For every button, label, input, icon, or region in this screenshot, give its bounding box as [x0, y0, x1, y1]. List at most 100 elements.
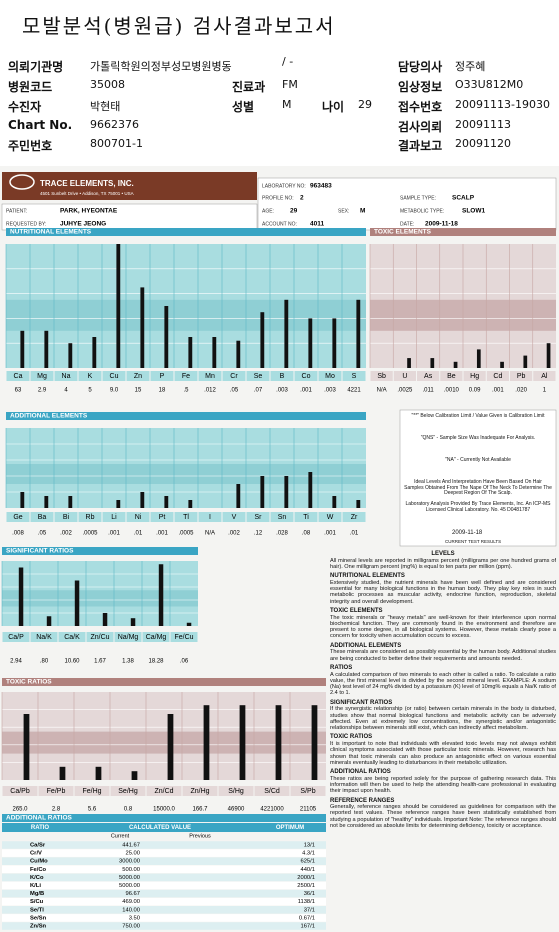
- ratio-optimum: 440/1: [300, 867, 315, 873]
- field-value: 20091113: [455, 118, 511, 131]
- result-value: 1.38: [122, 659, 134, 665]
- bar: [275, 705, 282, 780]
- element-label: Sr: [255, 514, 263, 521]
- result-value: .002: [60, 531, 72, 537]
- bar: [59, 766, 66, 780]
- lab-name: TRACE ELEMENTS, INC.: [40, 179, 134, 188]
- ratio-name: K/Li: [30, 883, 41, 889]
- lab-address: 4501 Sunbelt Drive • Addison, TX 75001 •…: [40, 191, 134, 196]
- label-cell: [270, 512, 294, 522]
- label-cell: [2, 632, 30, 642]
- result-value: .0005: [178, 531, 194, 537]
- ratio-current: 3000.00: [119, 859, 140, 865]
- patient-box: [1, 203, 258, 231]
- section-text: It is important to note that individuals…: [330, 741, 556, 766]
- ratio-optimum: 0.67/1: [299, 915, 315, 921]
- bar: [102, 613, 108, 626]
- section-heading: NUTRITIONAL ELEMENTS: [330, 573, 405, 580]
- element-label: Fe/Hg: [82, 788, 101, 795]
- ratio-optimum: 2500/1: [297, 883, 315, 889]
- panel-band: [6, 228, 366, 236]
- element-label: Ni: [135, 514, 142, 521]
- result-value: .020: [515, 388, 527, 394]
- element-label: Zn/Cd: [154, 788, 173, 795]
- element-label: Ti: [303, 514, 309, 521]
- result-value: .0025: [397, 388, 413, 394]
- ratio-current: 25.00: [125, 851, 140, 857]
- panel-band: [2, 547, 198, 555]
- lab-field-label: LABORATORY NO:: [262, 183, 306, 189]
- result-value: 1: [543, 388, 547, 394]
- field-value: 800701-1: [90, 137, 143, 150]
- bar: [68, 343, 73, 368]
- field-value: 9662376: [90, 118, 139, 131]
- bar: [546, 343, 551, 368]
- field-label: 진료과: [232, 80, 266, 94]
- label-cell: [174, 371, 198, 381]
- label-cell: [110, 786, 146, 796]
- lab-field-label: ACCOUNT NO:: [262, 221, 297, 227]
- bar: [188, 337, 193, 368]
- table-row: [2, 841, 326, 849]
- result-value: .80: [40, 659, 49, 665]
- ratio-name: S/Cu: [30, 899, 44, 905]
- element-label: Cr: [230, 373, 238, 380]
- result-value: 10.60: [64, 659, 80, 665]
- ratio-current: 469.00: [122, 899, 140, 905]
- table-row: [2, 849, 326, 857]
- result-value: 18: [159, 388, 166, 394]
- bar: [308, 472, 313, 508]
- result-value: N/A: [377, 388, 387, 394]
- result-value: .05: [230, 388, 239, 394]
- result-value: 2.8: [52, 807, 61, 813]
- lab-field-value: 4011: [310, 221, 324, 228]
- ratio-current: 140.00: [122, 907, 140, 913]
- table-row: [2, 865, 326, 874]
- bar: [284, 299, 289, 368]
- bar: [130, 618, 136, 626]
- label-cell: [74, 786, 110, 796]
- result-value: .5: [183, 388, 189, 394]
- bar: [44, 330, 49, 368]
- label-cell: [142, 632, 170, 642]
- bar: [311, 705, 318, 780]
- bar: [203, 705, 210, 780]
- label-cell: [254, 786, 290, 796]
- bar: [453, 361, 458, 368]
- label-cell: [270, 371, 294, 381]
- section-text: The toxic minerals or "heavy metals" are…: [330, 614, 556, 640]
- result-value: .008: [12, 531, 24, 537]
- label-cell: [218, 786, 254, 796]
- element-label: Zn/Hg: [190, 788, 209, 795]
- legend-note: Laboratory Analysis Provided By Trace El…: [405, 501, 551, 513]
- bar: [186, 622, 192, 626]
- lab-field-value: 2009-11-18: [425, 221, 458, 228]
- lab-field-value: 29: [290, 208, 298, 215]
- section-heading: RATIOS: [330, 664, 353, 671]
- field-label: 수진자: [8, 100, 42, 114]
- bar: [500, 361, 504, 368]
- field-value: 가톨릭학원의정부성모병원병동: [90, 60, 232, 73]
- legend-caption: CURRENT TEST RESULTS: [445, 539, 502, 544]
- bar: [308, 318, 313, 368]
- element-label: P: [160, 373, 165, 380]
- result-value: 4: [64, 388, 68, 394]
- bar: [332, 496, 337, 508]
- bar: [260, 312, 265, 368]
- field-label: 성별: [232, 100, 255, 114]
- element-label: Na/K: [36, 634, 52, 641]
- field-label: 결과보고: [398, 139, 443, 153]
- panel-title: TOXIC RATIOS: [6, 679, 52, 686]
- ratio-optimum: 4.3/1: [302, 851, 315, 857]
- label-cell: [58, 632, 86, 642]
- result-value: .01: [134, 531, 143, 537]
- element-label: Fe/Cu: [174, 634, 193, 641]
- result-value: 2.9: [38, 388, 47, 394]
- ratio-name: Cr/V: [30, 851, 42, 857]
- bar: [164, 496, 169, 508]
- label-cell: [533, 371, 556, 381]
- notes-title: LEVELS: [431, 551, 455, 557]
- result-value: .0010: [444, 388, 460, 394]
- result-value: 15: [135, 388, 142, 394]
- result-value: .01: [350, 531, 359, 537]
